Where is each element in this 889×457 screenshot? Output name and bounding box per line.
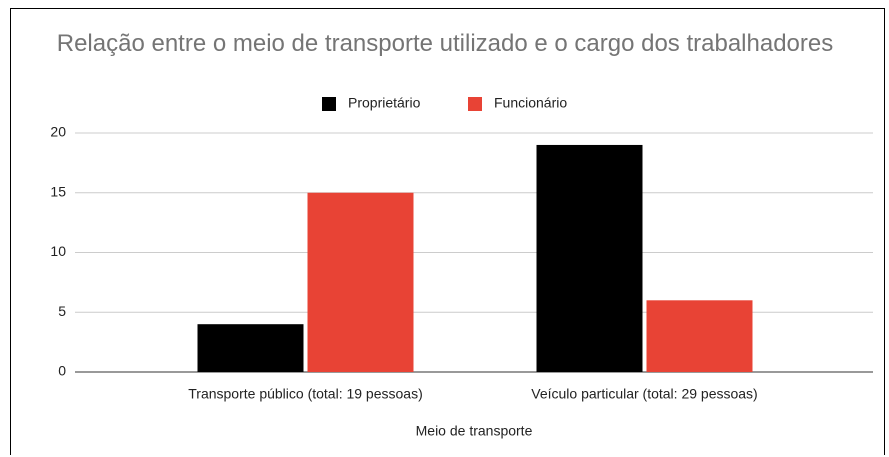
legend-label: Proprietário bbox=[348, 95, 421, 111]
x-axis-label: Meio de transporte bbox=[416, 423, 533, 439]
x-tick-label: Transporte público (total: 19 pessoas) bbox=[188, 386, 423, 402]
y-tick-label: 10 bbox=[50, 243, 66, 259]
y-tick-label: 15 bbox=[50, 183, 66, 199]
bar bbox=[646, 300, 753, 372]
bar bbox=[307, 192, 414, 372]
legend-label: Funcionário bbox=[494, 95, 567, 111]
chart-title: Relação entre o meio de transporte utili… bbox=[56, 30, 834, 57]
x-tick-label: Veículo particular (total: 29 pessoas) bbox=[531, 386, 757, 402]
y-tick-label: 5 bbox=[58, 303, 66, 319]
legend-swatch bbox=[468, 97, 482, 111]
bar bbox=[197, 324, 304, 372]
y-tick-label: 20 bbox=[50, 124, 66, 140]
legend-swatch bbox=[322, 97, 336, 111]
y-tick-label: 0 bbox=[58, 363, 66, 379]
chart-frame bbox=[10, 8, 885, 455]
bar bbox=[536, 144, 643, 372]
